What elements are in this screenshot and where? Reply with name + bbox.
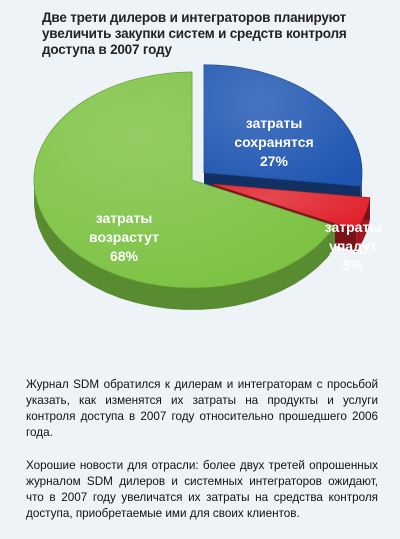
slice-label-1-line-2: сохранятся (234, 134, 313, 150)
slice-label-1-line-1: затраты (246, 115, 303, 131)
slice-percent-1: 27% (260, 153, 289, 169)
slice-label-3-line-1: затраты (96, 210, 153, 226)
pie-labels: затраты сохранятся 27% затраты упадут 5% затра… (89, 115, 381, 273)
pie-slice-highlight-3 (34, 72, 335, 288)
slice-label-3-line-2: возрастут (89, 229, 159, 245)
slice-label-2-line-1: затраты (325, 219, 382, 235)
chart-title: Две трети дилеров и интеграторов планиру… (42, 10, 347, 57)
pie-tops (33, 64, 371, 289)
pie-slice-highlight-2 (213, 184, 370, 231)
pie-slice-highlight-1 (204, 64, 363, 187)
slice-label-2-line-2: упадут (329, 238, 377, 254)
pie-slice-side-3 (34, 183, 335, 310)
description-paragraph-1: Журнал SDM обратился к дилерам и интегра… (26, 378, 378, 439)
pie-chart: затраты сохранятся 27% затраты упадут 5% затра… (33, 64, 381, 310)
slice-percent-2: 5% (343, 257, 364, 273)
description-paragraph-2: Хорошие новости для отрасли: более двух … (26, 459, 378, 520)
slice-percent-3: 68% (110, 248, 139, 264)
description: Журнал SDM обратился к дилерам и интегра… (26, 377, 378, 539)
